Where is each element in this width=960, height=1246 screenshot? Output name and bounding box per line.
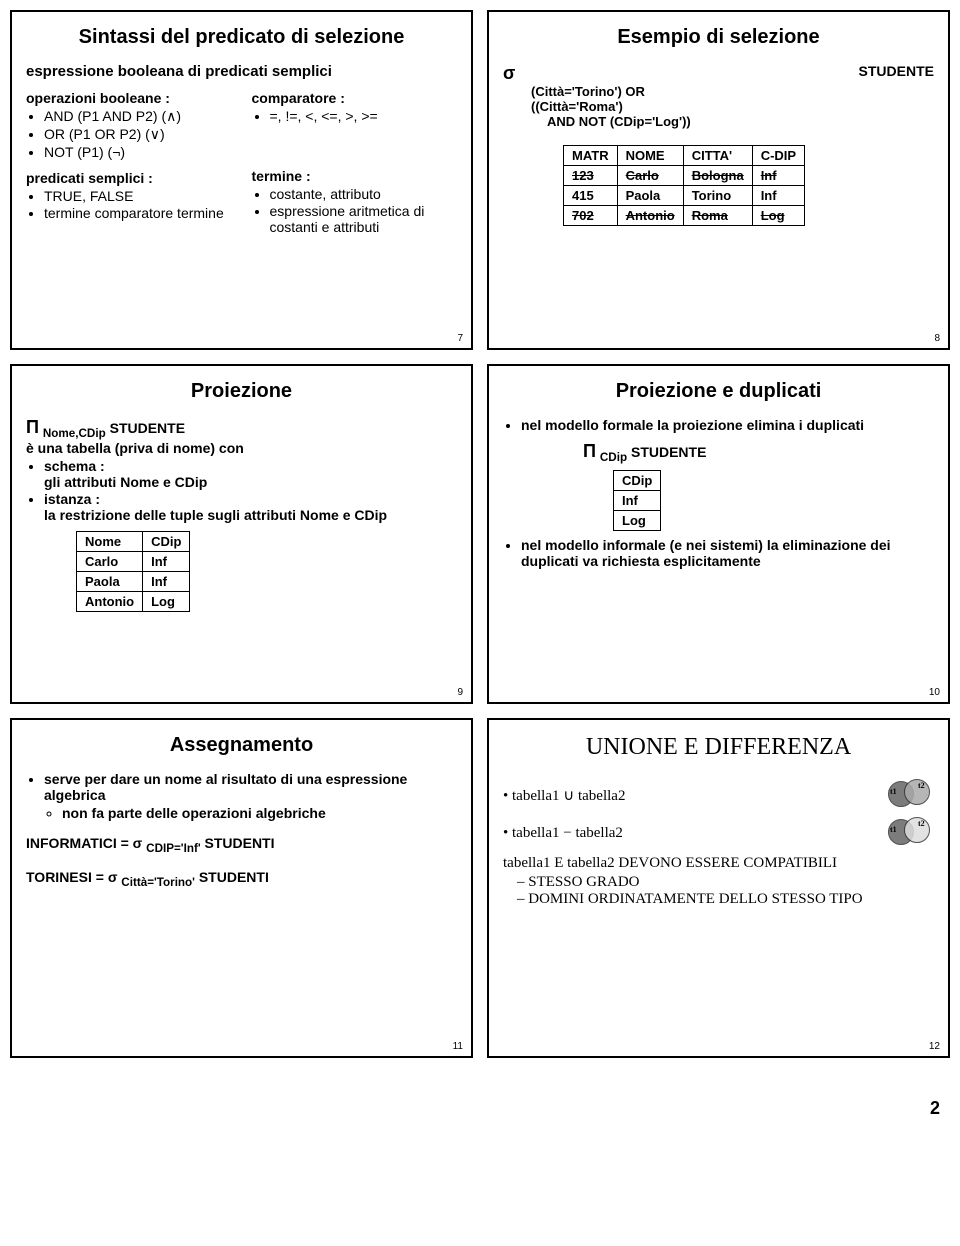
slide-9: Proiezione Π Nome,CDip STUDENTE è una ta… [10,364,473,704]
list-item: istanza : la restrizione delle tuple sug… [44,491,457,523]
table-row: AntonioLog [77,591,190,611]
selection-expression: σ STUDENTE (Città='Torino') OR ((Città='… [503,63,934,129]
slide-7: Sintassi del predicato di selezione espr… [10,10,473,350]
list-item: nel modello formale la proiezione elimin… [521,417,934,433]
slide-number: 7 [457,333,463,344]
heading: termine : [252,168,458,184]
slide-8: Esempio di selezione σ STUDENTE (Città='… [487,10,950,350]
slide-title: Sintassi del predicato di selezione [26,26,457,49]
slide-title: Proiezione [26,380,457,403]
list-item: STESSO GRADO [517,874,934,891]
list-item: OR (P1 OR P2) (∨) [44,126,232,143]
table-row: 415 Paola Torino Inf [564,186,805,206]
list-item: =, !=, <, <=, >, >= [270,108,458,124]
table-row: 702 Antonio Roma Log [564,206,805,226]
list-item: espressione aritmetica di costanti e att… [270,203,458,235]
slide-title: Esempio di selezione [503,26,934,49]
col-header: MATR [564,146,618,166]
slide-10: Proiezione e duplicati nel modello forma… [487,364,950,704]
slide-grid: Sintassi del predicato di selezione espr… [10,10,950,1058]
slide-number: 8 [934,333,940,344]
col-header: NOME [617,146,683,166]
page-number: 2 [10,1098,940,1119]
list: costante, attributo espressione aritmeti… [252,186,458,235]
body: nel modello formale la proiezione elimin… [503,417,934,569]
list-item: schema : gli attributi Nome e CDip [44,458,457,490]
table-row: CarloInf [77,551,190,571]
slide-number: 10 [929,687,940,698]
slide-title: Proiezione e duplicati [503,380,934,403]
col-header: C-DIP [752,146,804,166]
relation-name: STUDENTE [631,444,706,460]
list: =, !=, <, <=, >, >= [252,108,458,124]
projection-attrs: Nome,CDip [43,427,106,440]
list-item: termine comparatore termine [44,205,232,221]
condition-line: (Città='Torino') OR [531,84,934,99]
condition-line: ((Città='Roma') [531,99,934,114]
list-item: DOMINI ORDINATAMENTE DELLO STESSO TIPO [517,891,934,908]
list-item: costante, attributo [270,186,458,202]
col-header: CITTA' [683,146,752,166]
table-row: PaolaInf [77,571,190,591]
two-column: operazioni booleane : AND (P1 AND P2) (∧… [26,90,457,245]
body: Π Nome,CDip STUDENTE è una tabella (priv… [26,417,457,612]
body: serve per dare un nome al risultato di u… [26,771,457,889]
relation-name: STUDENTE [859,63,934,79]
result-table: Nome CDip CarloInf PaolaInf AntonioLog [76,531,190,612]
slide-number: 12 [929,1041,940,1052]
result-table: MATR NOME CITTA' C-DIP 123 Carlo Bologna… [563,145,805,226]
text-line: è una tabella (priva di nome) con [26,440,457,456]
list-item: TRUE, FALSE [44,188,232,204]
slide-number: 11 [453,1041,463,1052]
list: AND (P1 AND P2) (∧) OR (P1 OR P2) (∨) NO… [26,108,232,160]
dash-list: STESSO GRADO DOMINI ORDINATAMENTE DELLO … [503,874,934,908]
list-item: NOT (P1) (¬) [44,144,232,160]
projection-attrs: CDip [600,451,627,464]
heading: predicati semplici : [26,170,232,186]
slide-subtitle: espressione booleana di predicati sempli… [26,63,457,80]
slide-title: Assegnamento [26,734,457,757]
venn-diff-icon: t1 t2 [888,817,934,849]
slide-11: Assegnamento serve per dare un nome al r… [10,718,473,1058]
slide-title: UNIONE E DIFFERENZA [503,734,934,761]
venn-union-icon: t1 t2 [888,779,934,811]
heading: operazioni booleane : [26,90,232,106]
list-item: nel modello informale (e nei sistemi) la… [521,537,934,569]
sigma-symbol: σ [503,63,515,83]
slide-12: UNIONE E DIFFERENZA • tabella1 ∪ tabella… [487,718,950,1058]
result-table: CDip Inf Log [613,470,661,531]
heading: comparatore : [252,90,458,106]
body: • tabella1 ∪ tabella2 t1 t2 • tabella1 −… [503,779,934,908]
table-header-row: Nome CDip [77,531,190,551]
list-item: serve per dare un nome al risultato di u… [44,771,457,821]
list-item: AND (P1 AND P2) (∧) [44,108,232,125]
table-row: 123 Carlo Bologna Inf [564,166,805,186]
table-header-row: MATR NOME CITTA' C-DIP [564,146,805,166]
slide-number: 9 [457,687,463,698]
relation-name: STUDENTE [110,420,185,436]
pi-symbol: Π [26,417,39,437]
condition-line: AND NOT (CDip='Log')) [547,114,934,129]
list: TRUE, FALSE termine comparatore termine [26,188,232,221]
text-line: tabella1 E tabella2 DEVONO ESSERE COMPAT… [503,855,934,872]
pi-symbol: Π [583,441,596,461]
